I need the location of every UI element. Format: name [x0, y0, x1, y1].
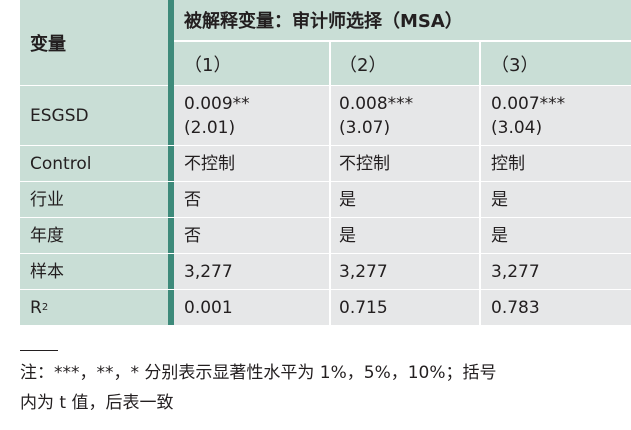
table-cell: 0.783: [479, 290, 631, 325]
table-cell: 3,277: [174, 254, 329, 289]
row-label-text: Control: [30, 153, 92, 174]
table-cell: 控制: [479, 146, 631, 181]
t-value: (2.01): [184, 117, 236, 138]
t-value: (3.04): [491, 117, 543, 138]
table-cell: 0.007*** (3.04): [479, 86, 631, 145]
table-cell: 0.715: [329, 290, 479, 325]
dependent-variable-title: 被解释变量：审计师选择（MSA）: [174, 0, 631, 42]
table-row: 样本 3,277 3,277 3,277: [20, 254, 631, 290]
row-label-text: 行业: [30, 189, 64, 210]
table-cell: 是: [479, 182, 631, 217]
row-label: 样本: [20, 254, 168, 289]
table-cell: 0.009** (2.01): [174, 86, 329, 145]
table-cell: 不控制: [329, 146, 479, 181]
row-label-text: ESGSD: [30, 105, 89, 126]
table-cell: 不控制: [174, 146, 329, 181]
table-row: 行业 否 是 是: [20, 182, 631, 218]
row-label: Control: [20, 146, 168, 181]
row-label-text: 年度: [30, 225, 64, 246]
row-label: 年度: [20, 218, 168, 253]
table-row: Control 不控制 不控制 控制: [20, 146, 631, 182]
t-value: (3.07): [339, 117, 391, 138]
table-cell: 3,277: [479, 254, 631, 289]
row-label-text: 样本: [30, 261, 64, 282]
footnote-line-1: 注：***，**，* 分别表示显著性水平为 1%，5%，10%；括号: [20, 363, 497, 383]
row-label: 行业: [20, 182, 168, 217]
coefficient: 0.009**: [184, 93, 250, 114]
coefficient: 0.008***: [339, 93, 414, 114]
table-cell: 0.008*** (3.07): [329, 86, 479, 145]
table-footnote: 注：***，**，* 分别表示显著性水平为 1%，5%，10%；括号 内为 t …: [20, 358, 625, 418]
table-row: 年度 否 是 是: [20, 218, 631, 254]
footnote-line-2: 内为 t 值，后表一致: [20, 393, 174, 413]
variable-column-header: 变量: [20, 0, 168, 86]
table-cell: 0.001: [174, 290, 329, 325]
table-cell: 3,277: [329, 254, 479, 289]
coefficient: 0.007***: [491, 93, 566, 114]
column-label-1: （1）: [174, 42, 329, 86]
row-label-text: R: [30, 297, 42, 318]
column-label-2: （2）: [329, 42, 479, 86]
table-cell: 是: [329, 182, 479, 217]
table-row: ESGSD 0.009** (2.01) 0.008*** (3.07) 0.007…: [20, 86, 631, 146]
row-label: ESGSD: [20, 86, 168, 145]
table-cell: 是: [479, 218, 631, 253]
footnote-rule: [20, 350, 58, 351]
table-cell: 是: [329, 218, 479, 253]
table-cell: 否: [174, 218, 329, 253]
column-label-3: （3）: [479, 42, 631, 86]
table-cell: 否: [174, 182, 329, 217]
accent-bar: [168, 0, 174, 326]
